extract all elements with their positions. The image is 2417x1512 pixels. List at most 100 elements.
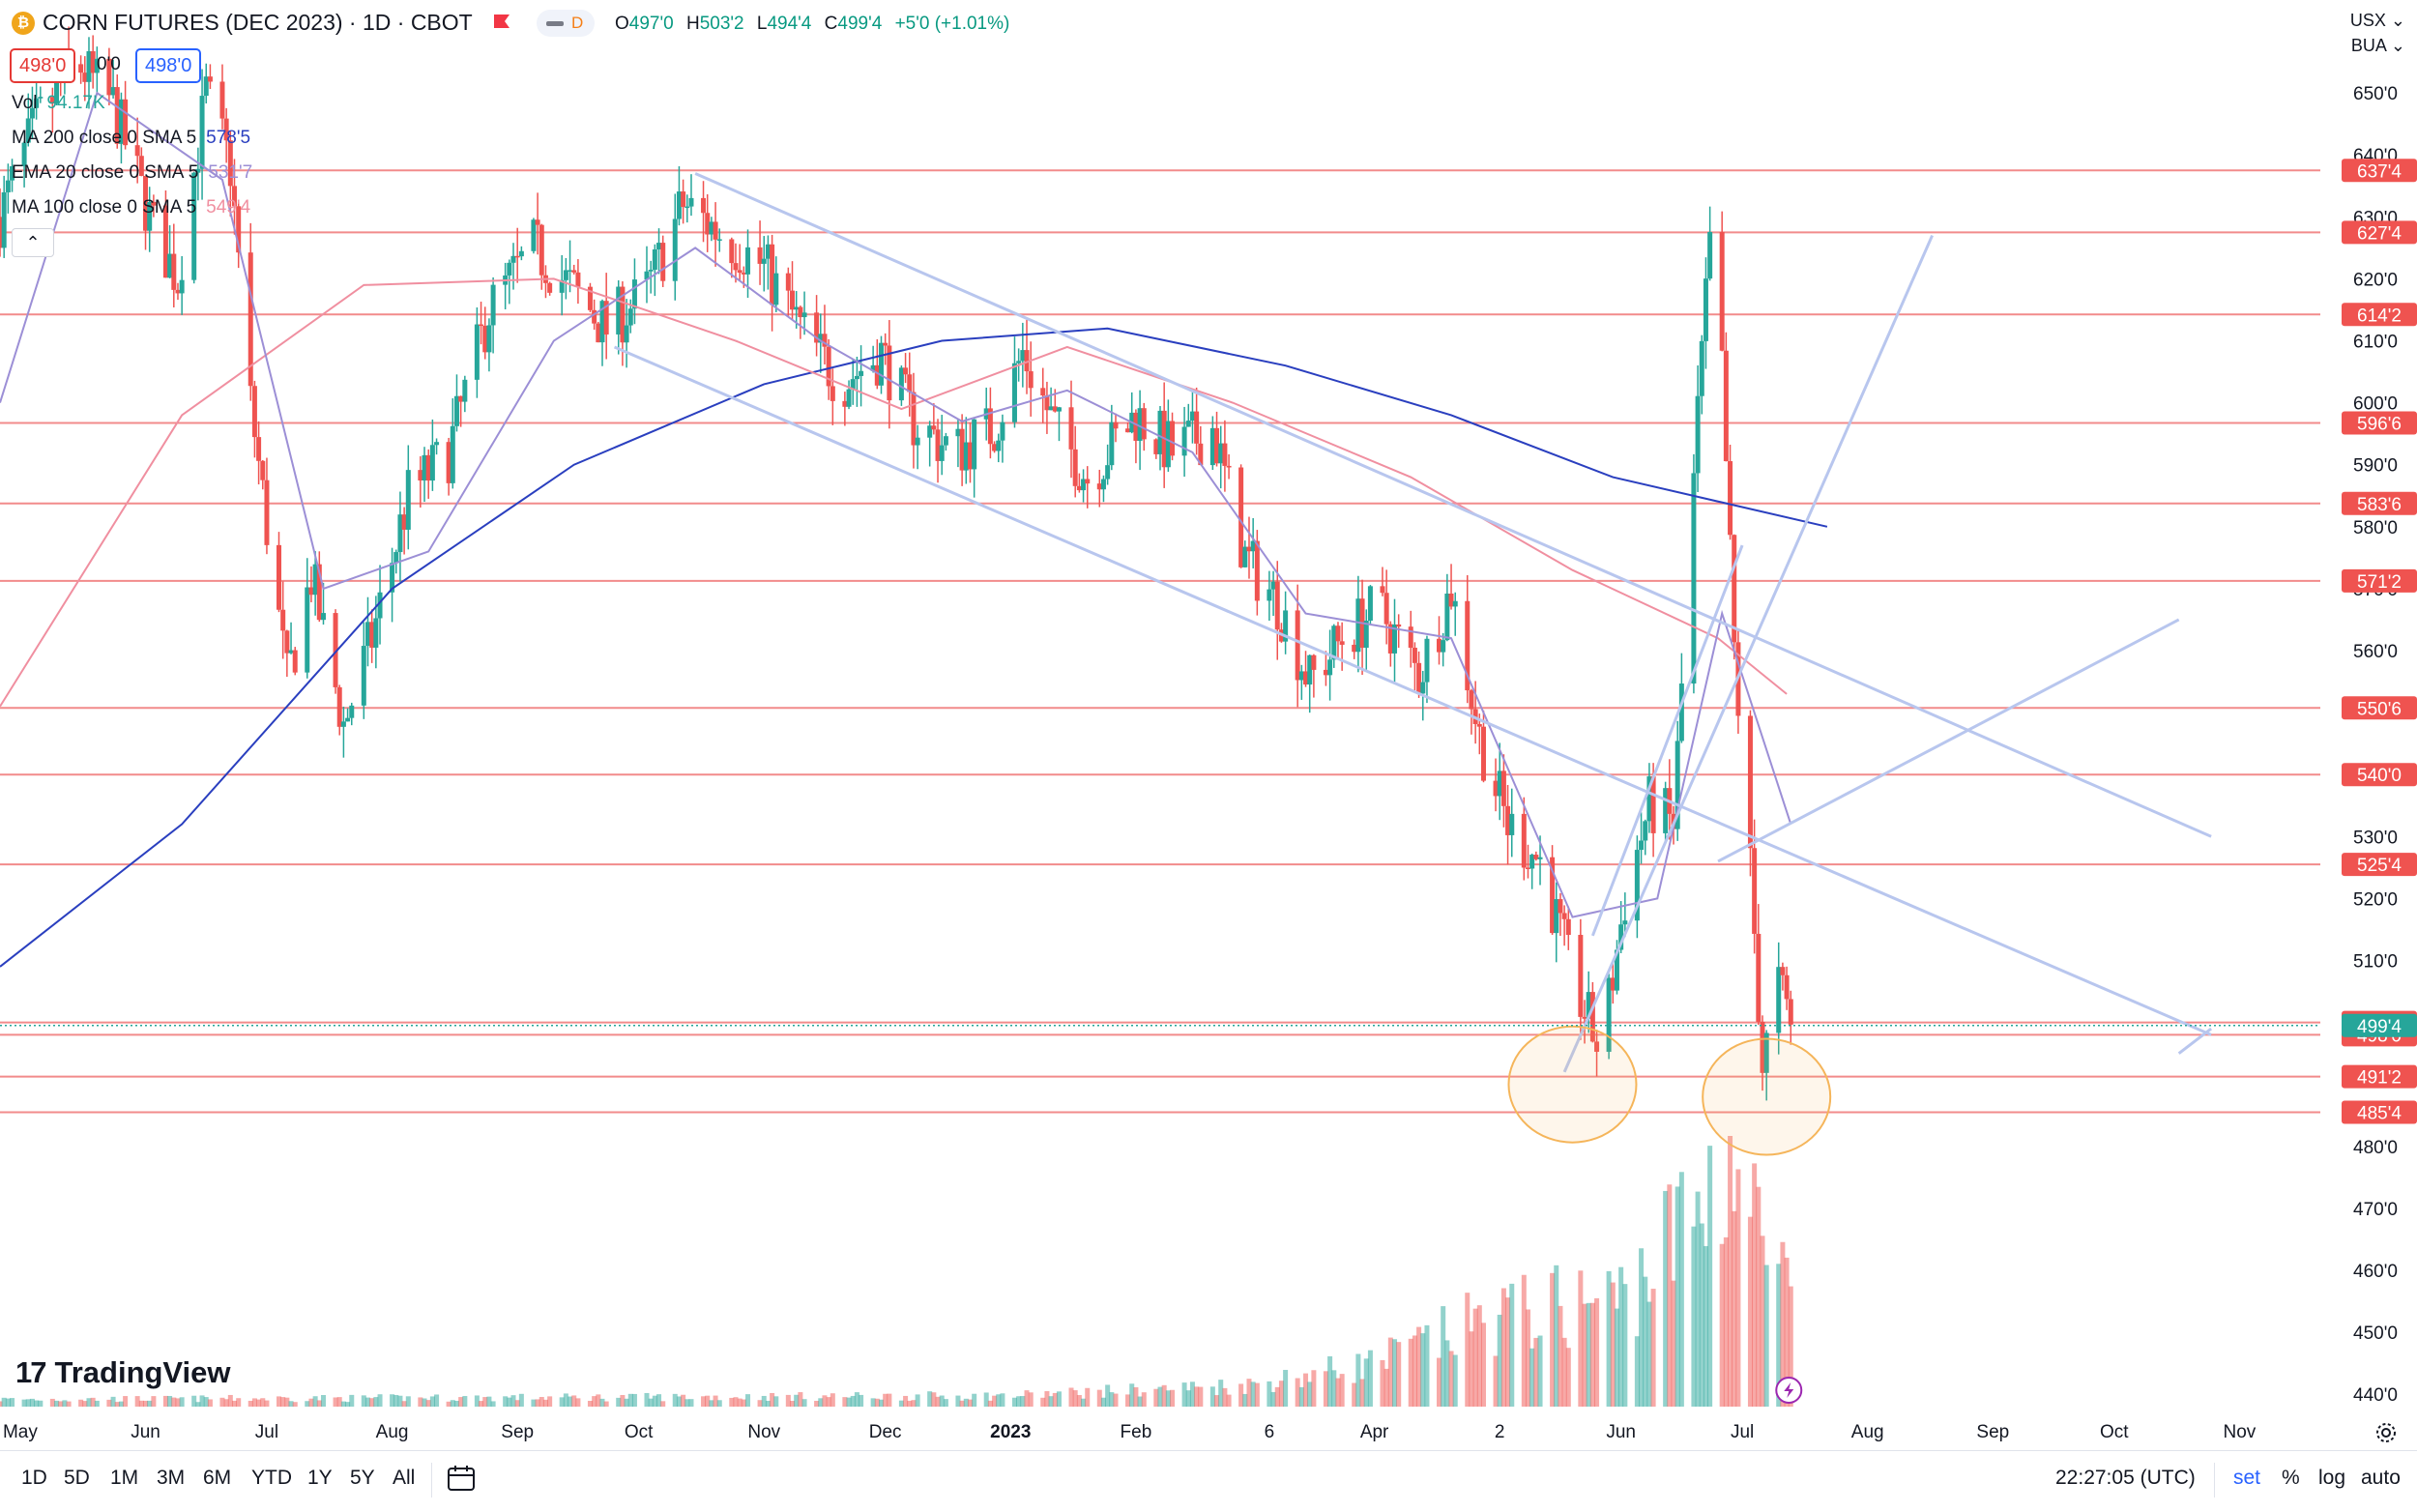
- volume-bar: [1723, 1236, 1729, 1407]
- candle-body: [1016, 361, 1022, 363]
- price-chart[interactable]: 650'0640'0630'0620'0610'0600'0590'0580'0…: [0, 0, 2417, 1450]
- volume-bar: [911, 1400, 917, 1407]
- volume-bar: [1355, 1353, 1361, 1407]
- sell-button[interactable]: 498'0: [10, 48, 76, 83]
- volume-bar: [1465, 1293, 1471, 1407]
- log-toggle[interactable]: log: [2318, 1467, 2346, 1489]
- candle-body: [1125, 428, 1131, 433]
- volume-bar: [927, 1391, 933, 1407]
- candle-body: [514, 255, 520, 258]
- volume-bar: [82, 1401, 88, 1407]
- volume-bar: [390, 1394, 395, 1407]
- candle-body: [1408, 626, 1413, 649]
- volume-bar: [1691, 1226, 1697, 1407]
- volume-bar: [1614, 1308, 1619, 1407]
- volume-bar: [907, 1400, 913, 1407]
- candle-body: [818, 334, 824, 343]
- symbol-title[interactable]: CORN FUTURES (DEC 2023) · 1D · CBOT: [43, 10, 473, 35]
- interval-pill[interactable]: D: [537, 10, 595, 37]
- toolbar-divider: [431, 1463, 432, 1497]
- time-tick-label: Aug: [1851, 1422, 1884, 1442]
- volume-bar: [903, 1395, 909, 1407]
- timeframe-1m[interactable]: 1M: [110, 1467, 139, 1489]
- interval-badge: D: [571, 14, 584, 32]
- candle-body: [1311, 654, 1317, 670]
- candle-body: [1109, 422, 1115, 466]
- volume-bar: [1076, 1395, 1082, 1407]
- timeframe-all[interactable]: All: [393, 1467, 416, 1489]
- timeframe-5y[interactable]: 5Y: [350, 1467, 375, 1489]
- volume-bar: [1476, 1305, 1482, 1407]
- time-tick-label: Sep: [1976, 1422, 2009, 1442]
- volume-bar: [992, 1395, 998, 1407]
- volume-bar: [1674, 1186, 1680, 1407]
- volume-bar: [1735, 1169, 1741, 1407]
- timeframe-1d[interactable]: 1D: [21, 1467, 47, 1489]
- candle-body: [596, 323, 601, 343]
- volume-bar: [1016, 1396, 1022, 1407]
- indicator-volume[interactable]: Vol 94.17K: [12, 93, 105, 114]
- candle-body: [1719, 231, 1725, 351]
- candle-body: [0, 217, 3, 248]
- candle-body: [340, 721, 346, 727]
- volume-bar: [251, 1398, 257, 1407]
- timeframe-3m[interactable]: 3M: [157, 1467, 186, 1489]
- buy-button[interactable]: 498'0: [135, 48, 202, 83]
- timeframe-5d[interactable]: 5D: [64, 1467, 90, 1489]
- volume-bar: [277, 1396, 282, 1407]
- collapse-legend-button[interactable]: ⌃: [12, 228, 54, 257]
- candle-body: [1165, 421, 1171, 468]
- volume-bar: [199, 1395, 205, 1407]
- flag-icon[interactable]: [493, 14, 510, 29]
- time-tick-label: May: [3, 1422, 38, 1442]
- timeframe-1y[interactable]: 1Y: [307, 1467, 333, 1489]
- volume-bar: [688, 1399, 694, 1407]
- candle-body: [1189, 411, 1195, 422]
- volume-bar: [1335, 1378, 1341, 1407]
- volume-bar: [652, 1395, 657, 1407]
- candle-body: [418, 470, 423, 481]
- auto-toggle[interactable]: auto: [2361, 1467, 2401, 1489]
- candle-body: [676, 191, 682, 219]
- candle-body: [1085, 479, 1091, 484]
- calendar-icon[interactable]: [447, 1465, 476, 1492]
- volume-bar: [854, 1392, 859, 1407]
- volume-bar: [1218, 1380, 1224, 1407]
- candle-body: [1185, 421, 1191, 427]
- candle-body: [1396, 624, 1402, 627]
- timeframe-6m[interactable]: 6M: [203, 1467, 232, 1489]
- percent-toggle[interactable]: %: [2282, 1467, 2300, 1489]
- adjust-toggle[interactable]: set: [2233, 1467, 2261, 1489]
- volume-bar: [814, 1401, 820, 1407]
- candle-body: [333, 613, 338, 687]
- candle-body: [405, 470, 411, 530]
- volume-bar: [1472, 1308, 1478, 1407]
- candle-body: [931, 425, 937, 430]
- gear-icon[interactable]: [2374, 1421, 2398, 1444]
- volume-bar: [794, 1394, 800, 1407]
- volume-bar: [1109, 1392, 1115, 1407]
- volume-bar: [118, 1401, 124, 1407]
- volume-bar: [179, 1397, 185, 1407]
- candle-body: [1469, 690, 1474, 710]
- indicator-ma100[interactable]: MA 100 close 0 SMA 5 549'4: [12, 197, 250, 218]
- candle-body: [1444, 593, 1450, 641]
- toolbar-divider: [2214, 1463, 2215, 1497]
- volume-bar: [482, 1397, 488, 1407]
- candle-body: [450, 425, 455, 483]
- volume-bar: [790, 1401, 796, 1407]
- candle-body: [1732, 535, 1737, 643]
- currency-selector[interactable]: USX ⌄ BUA ⌄: [2350, 8, 2405, 58]
- candle-body: [171, 253, 177, 290]
- candle-body: [147, 201, 153, 231]
- candle-body: [349, 705, 355, 718]
- candle-body: [1703, 278, 1708, 341]
- indicator-ema20[interactable]: EMA 20 close 0 SMA 5 531'7: [12, 162, 252, 184]
- volume-bar: [1537, 1335, 1543, 1407]
- utc-clock[interactable]: 22:27:05 (UTC): [2055, 1467, 2196, 1489]
- timeframe-ytd[interactable]: YTD: [251, 1467, 292, 1489]
- volume-bar: [393, 1394, 399, 1407]
- tradingview-watermark[interactable]: 17 TradingView: [15, 1355, 231, 1390]
- indicator-ma200[interactable]: MA 200 close 0 SMA 5 578'5: [12, 128, 250, 149]
- candle-body: [106, 58, 112, 96]
